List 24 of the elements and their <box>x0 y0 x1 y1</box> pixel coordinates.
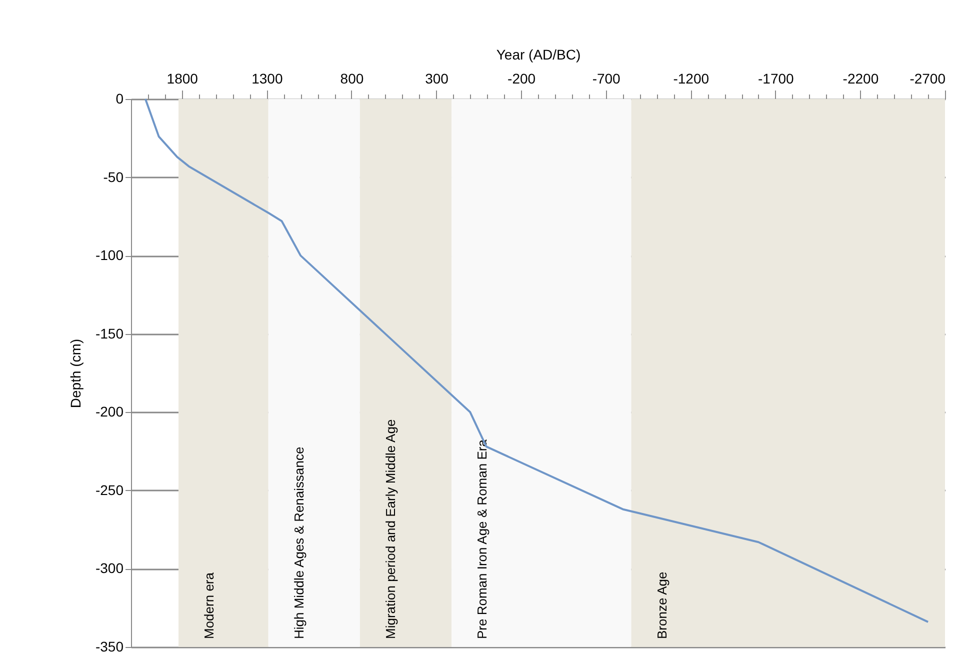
band-label: Bronze Age <box>654 572 670 639</box>
x-tick-label: 300 <box>425 70 449 86</box>
x-tick-label: 800 <box>340 70 364 86</box>
y-tick-label: -300 <box>95 560 124 576</box>
band-label: Modern era <box>201 572 216 639</box>
x-tick-label: -1200 <box>673 70 710 86</box>
x-axis-title: Year (AD/BC) <box>496 46 581 62</box>
y-tick-label: -150 <box>95 325 124 342</box>
x-tick-label: 1300 <box>252 70 283 86</box>
x-tick-label: -200 <box>508 70 536 86</box>
y-tick-label: -200 <box>95 404 124 420</box>
band-label: Migration period and Early Middle Age <box>382 419 398 639</box>
x-tick-label: -700 <box>592 70 621 86</box>
y-tick-label: 0 <box>116 90 124 106</box>
x-tick-label: -1700 <box>758 70 794 86</box>
x-tick-label: -2700 <box>910 70 946 86</box>
y-tick-label: -350 <box>95 638 124 654</box>
y-axis-title: Depth (cm) <box>67 338 84 408</box>
y-tick-label: -100 <box>95 247 124 264</box>
band-label: High Middle Ages & Renaissance <box>291 446 306 639</box>
x-tick-label: -2200 <box>842 70 879 86</box>
y-tick-label: -250 <box>95 482 124 498</box>
x-tick-label: 1800 <box>166 70 198 86</box>
y-tick-label: -50 <box>103 168 124 185</box>
